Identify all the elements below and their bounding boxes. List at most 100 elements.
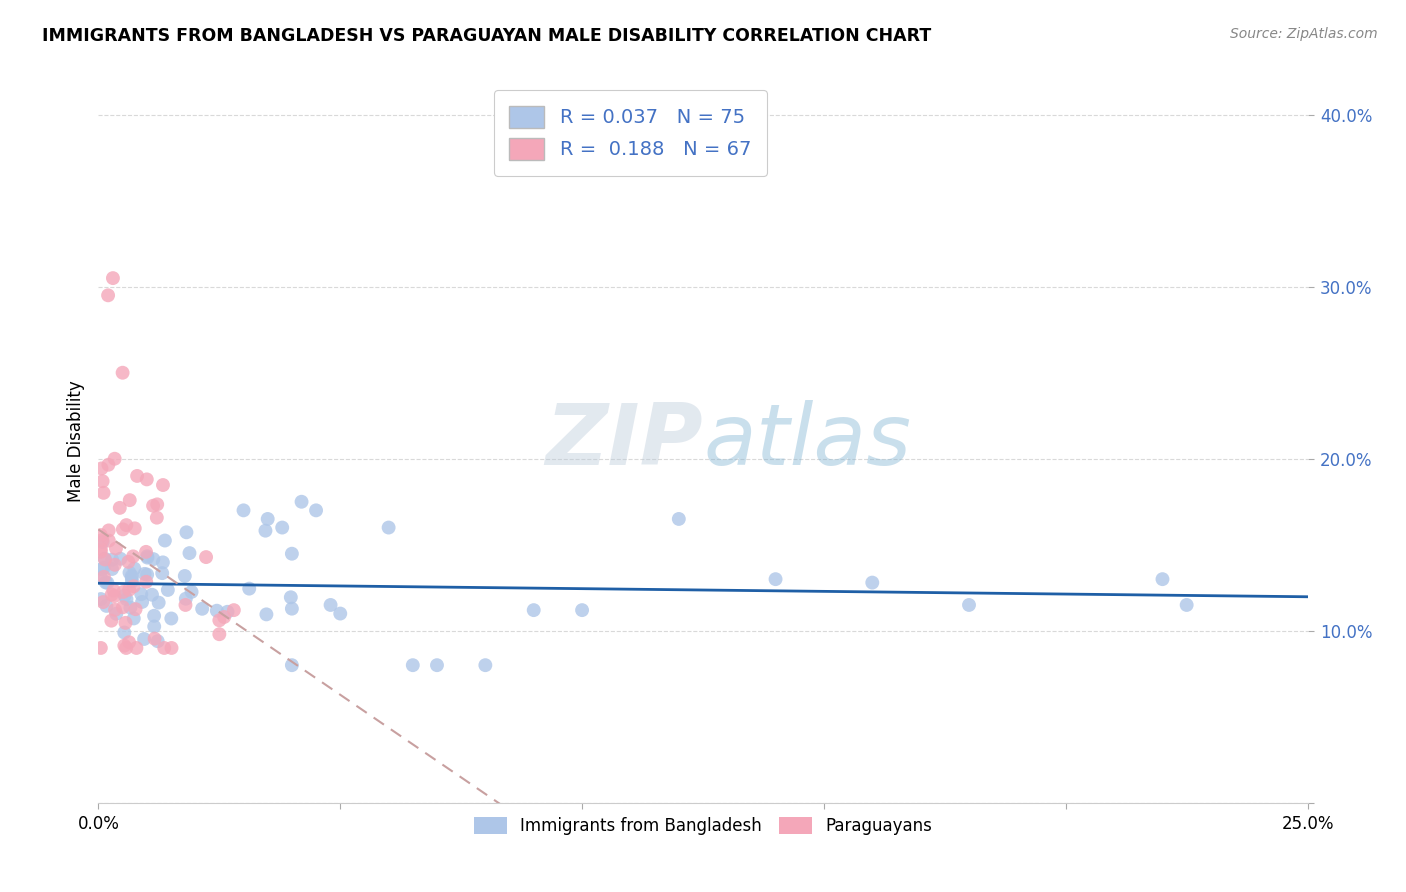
Point <box>100 588 122 602</box>
Point <box>205 604 228 618</box>
Point <box>148 596 170 610</box>
Point <box>765 572 787 586</box>
Point <box>143 608 166 623</box>
Point <box>103 589 125 603</box>
Point <box>208 627 231 641</box>
Point <box>127 469 149 483</box>
Point <box>957 598 980 612</box>
Point <box>108 500 131 515</box>
Legend: Immigrants from Bangladesh, Paraguayans: Immigrants from Bangladesh, Paraguayans <box>467 810 939 841</box>
Point <box>152 478 174 492</box>
Point <box>91 562 114 576</box>
Point <box>118 566 141 580</box>
Point <box>122 579 145 593</box>
Point <box>117 555 139 569</box>
Point <box>114 589 136 603</box>
Point <box>93 560 115 574</box>
Point <box>97 288 120 302</box>
Point <box>146 497 169 511</box>
Point <box>115 592 138 607</box>
Point <box>93 570 115 584</box>
Point <box>91 595 114 609</box>
Point <box>115 640 138 655</box>
Point <box>146 510 169 524</box>
Point <box>256 512 278 526</box>
Point <box>222 603 245 617</box>
Point <box>97 533 120 548</box>
Point <box>122 549 145 564</box>
Point <box>174 591 197 606</box>
Point <box>91 533 114 547</box>
Point <box>100 614 122 628</box>
Point <box>112 585 135 599</box>
Point <box>90 542 112 557</box>
Point <box>156 582 179 597</box>
Point <box>97 524 120 538</box>
Point <box>281 547 304 561</box>
Point <box>94 575 117 590</box>
Point <box>93 551 115 566</box>
Point <box>1175 598 1198 612</box>
Point <box>124 521 146 535</box>
Text: atlas: atlas <box>703 400 911 483</box>
Point <box>93 486 115 500</box>
Point <box>111 366 134 380</box>
Point <box>150 566 173 581</box>
Point <box>571 603 593 617</box>
Point <box>90 545 112 559</box>
Point <box>232 503 254 517</box>
Point <box>179 546 201 560</box>
Point <box>115 518 138 533</box>
Point <box>122 611 145 625</box>
Point <box>96 575 118 590</box>
Point <box>91 475 114 489</box>
Point <box>152 555 174 569</box>
Point <box>136 567 159 582</box>
Point <box>143 632 166 646</box>
Point <box>426 658 449 673</box>
Text: IMMIGRANTS FROM BANGLADESH VS PARAGUAYAN MALE DISABILITY CORRELATION CHART: IMMIGRANTS FROM BANGLADESH VS PARAGUAYAN… <box>42 27 931 45</box>
Point <box>217 605 239 619</box>
Point <box>104 603 127 617</box>
Point <box>96 599 118 613</box>
Point <box>153 533 176 548</box>
Point <box>135 472 157 486</box>
Point <box>124 561 146 575</box>
Point <box>141 588 163 602</box>
Point <box>143 619 166 633</box>
Point <box>305 503 328 517</box>
Point <box>160 640 183 655</box>
Point <box>180 585 202 599</box>
Point <box>153 640 176 655</box>
Point <box>103 583 125 598</box>
Point <box>281 601 304 615</box>
Point <box>176 525 198 540</box>
Point <box>402 658 425 673</box>
Point <box>101 562 124 576</box>
Point <box>254 524 277 538</box>
Point <box>474 658 496 673</box>
Point <box>111 600 134 615</box>
Point <box>271 520 294 534</box>
Point <box>101 271 124 285</box>
Point <box>134 566 156 581</box>
Point <box>94 552 117 566</box>
Point <box>118 582 141 597</box>
Point <box>120 600 142 615</box>
Point <box>105 607 128 621</box>
Point <box>124 602 146 616</box>
Point <box>135 574 157 589</box>
Point <box>104 451 127 466</box>
Text: Source: ZipAtlas.com: Source: ZipAtlas.com <box>1230 27 1378 41</box>
Point <box>280 591 302 605</box>
Point <box>377 520 399 534</box>
Point <box>1152 572 1174 586</box>
Point <box>112 639 135 653</box>
Point <box>112 625 135 640</box>
Point <box>173 569 195 583</box>
Point <box>90 640 112 655</box>
Point <box>97 458 120 472</box>
Point <box>110 551 132 566</box>
Point <box>195 550 218 565</box>
Point <box>121 569 143 583</box>
